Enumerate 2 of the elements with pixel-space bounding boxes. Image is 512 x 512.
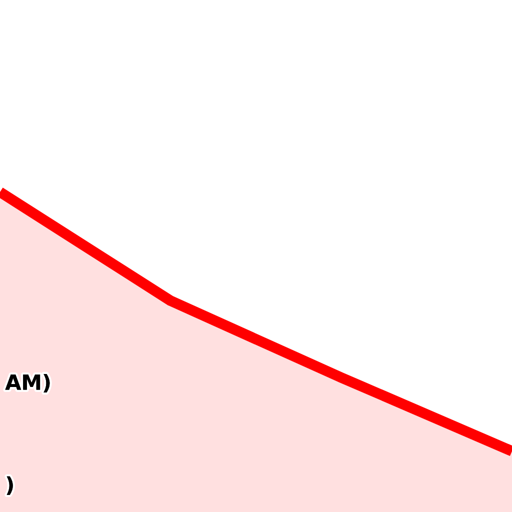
annotation: AM): [5, 374, 50, 392]
annotation: ): [6, 476, 13, 495]
